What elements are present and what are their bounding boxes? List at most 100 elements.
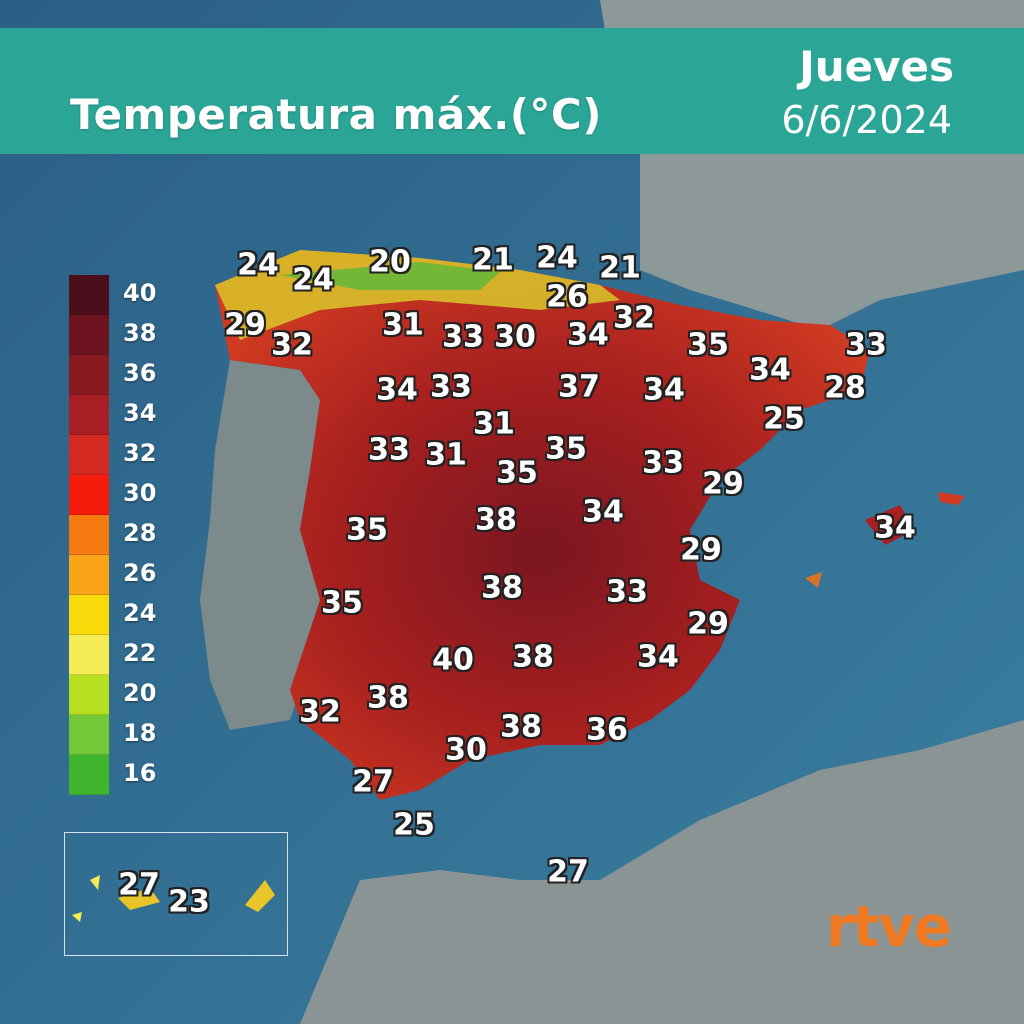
- temperature-label: 27: [547, 854, 589, 890]
- temperature-label: 31: [382, 307, 424, 343]
- temperature-label: 33: [430, 369, 472, 405]
- legend-label: 34: [123, 399, 157, 427]
- canary-island: [90, 875, 100, 890]
- legend-swatch: [69, 675, 109, 715]
- legend-label: 38: [123, 319, 157, 347]
- temperature-label: 34: [749, 352, 791, 388]
- temperature-label: 34: [643, 372, 685, 408]
- temperature-label: 33: [442, 319, 484, 355]
- temperature-label: 27: [118, 867, 160, 903]
- temperature-legend: 40 38 36 34 32 30 28 26 24 22 20 18 16: [69, 275, 189, 795]
- temperature-label: 33: [368, 432, 410, 468]
- temperature-label: 21: [472, 242, 514, 278]
- temperature-label: 33: [642, 445, 684, 481]
- legend-swatch: [69, 555, 109, 595]
- temperature-label: 38: [481, 570, 523, 606]
- temperature-label: 35: [496, 455, 538, 491]
- canary-islands-inset: [64, 832, 288, 956]
- canary-island: [118, 888, 160, 910]
- legend-label: 40: [123, 279, 157, 307]
- legend-row: 26: [69, 555, 189, 595]
- legend-label: 30: [123, 479, 157, 507]
- legend-row: 38: [69, 315, 189, 355]
- legend-row: 32: [69, 435, 189, 475]
- temperature-label: 37: [558, 369, 600, 405]
- temperature-label: 38: [500, 709, 542, 745]
- north-coast-green: [280, 262, 500, 290]
- legend-swatch: [69, 435, 109, 475]
- temperature-label: 36: [586, 712, 628, 748]
- temperature-label: 31: [473, 406, 515, 442]
- ibiza-land: [805, 572, 822, 588]
- temperature-label: 32: [613, 300, 655, 336]
- temperature-label: 29: [224, 307, 266, 343]
- temperature-label: 38: [367, 680, 409, 716]
- legend-label: 18: [123, 719, 157, 747]
- mallorca-land: [865, 505, 915, 545]
- spain-land: [215, 250, 870, 800]
- africa-land: [300, 720, 1024, 1024]
- legend-swatch: [69, 395, 109, 435]
- temperature-label: 40: [432, 642, 474, 678]
- legend-row: 22: [69, 635, 189, 675]
- legend-row: 30: [69, 475, 189, 515]
- temperature-label: 30: [445, 732, 487, 768]
- temperature-label: 35: [346, 512, 388, 548]
- temperature-label: 25: [393, 807, 435, 843]
- temperature-label: 24: [237, 247, 279, 283]
- temperature-label: 32: [271, 327, 313, 363]
- legend-row: 16: [69, 755, 189, 795]
- temperature-label: 35: [321, 585, 363, 621]
- legend-swatch: [69, 475, 109, 515]
- temperature-label: 34: [376, 372, 418, 408]
- temperature-label: 27: [352, 764, 394, 800]
- temperature-label: 32: [299, 694, 341, 730]
- legend-swatch: [69, 755, 109, 795]
- legend-row: 28: [69, 515, 189, 555]
- temperature-label: 38: [512, 639, 554, 675]
- temperature-label: 33: [845, 327, 887, 363]
- legend-swatch: [69, 315, 109, 355]
- temperature-label: 25: [763, 401, 805, 437]
- legend-label: 20: [123, 679, 157, 707]
- temperature-label: 33: [606, 574, 648, 610]
- temperature-label: 20: [369, 244, 411, 280]
- map-title: Temperatura máx.(°C): [70, 90, 602, 139]
- legend-swatch: [69, 355, 109, 395]
- temperature-label: 29: [702, 466, 744, 502]
- legend-label: 36: [123, 359, 157, 387]
- legend-row: 20: [69, 675, 189, 715]
- day-label: Jueves: [799, 42, 954, 91]
- temperature-label: 21: [599, 250, 641, 286]
- temperature-label: 31: [425, 437, 467, 473]
- legend-row: 36: [69, 355, 189, 395]
- temperature-label: 26: [546, 279, 588, 315]
- temperature-label: 24: [292, 262, 334, 298]
- temperature-label: 34: [874, 510, 916, 546]
- legend-label: 26: [123, 559, 157, 587]
- temperature-label: 34: [582, 494, 624, 530]
- legend-label: 22: [123, 639, 157, 667]
- rtve-logo: rtve: [826, 895, 952, 960]
- legend-label: 16: [123, 759, 157, 787]
- legend-row: 18: [69, 715, 189, 755]
- legend-row: 34: [69, 395, 189, 435]
- legend-row: 40: [69, 275, 189, 315]
- header-band: [0, 28, 1024, 154]
- temperature-label: 28: [824, 370, 866, 406]
- legend-row: 24: [69, 595, 189, 635]
- legend-label: 24: [123, 599, 157, 627]
- temperature-label: 34: [567, 317, 609, 353]
- legend-swatch: [69, 595, 109, 635]
- legend-swatch: [69, 515, 109, 555]
- legend-label: 32: [123, 439, 157, 467]
- legend-swatch: [69, 275, 109, 315]
- legend-swatch: [69, 715, 109, 755]
- temperature-label: 38: [475, 502, 517, 538]
- temperature-label: 29: [687, 606, 729, 642]
- temperature-label: 34: [637, 639, 679, 675]
- canary-island: [245, 880, 275, 912]
- legend-swatch: [69, 635, 109, 675]
